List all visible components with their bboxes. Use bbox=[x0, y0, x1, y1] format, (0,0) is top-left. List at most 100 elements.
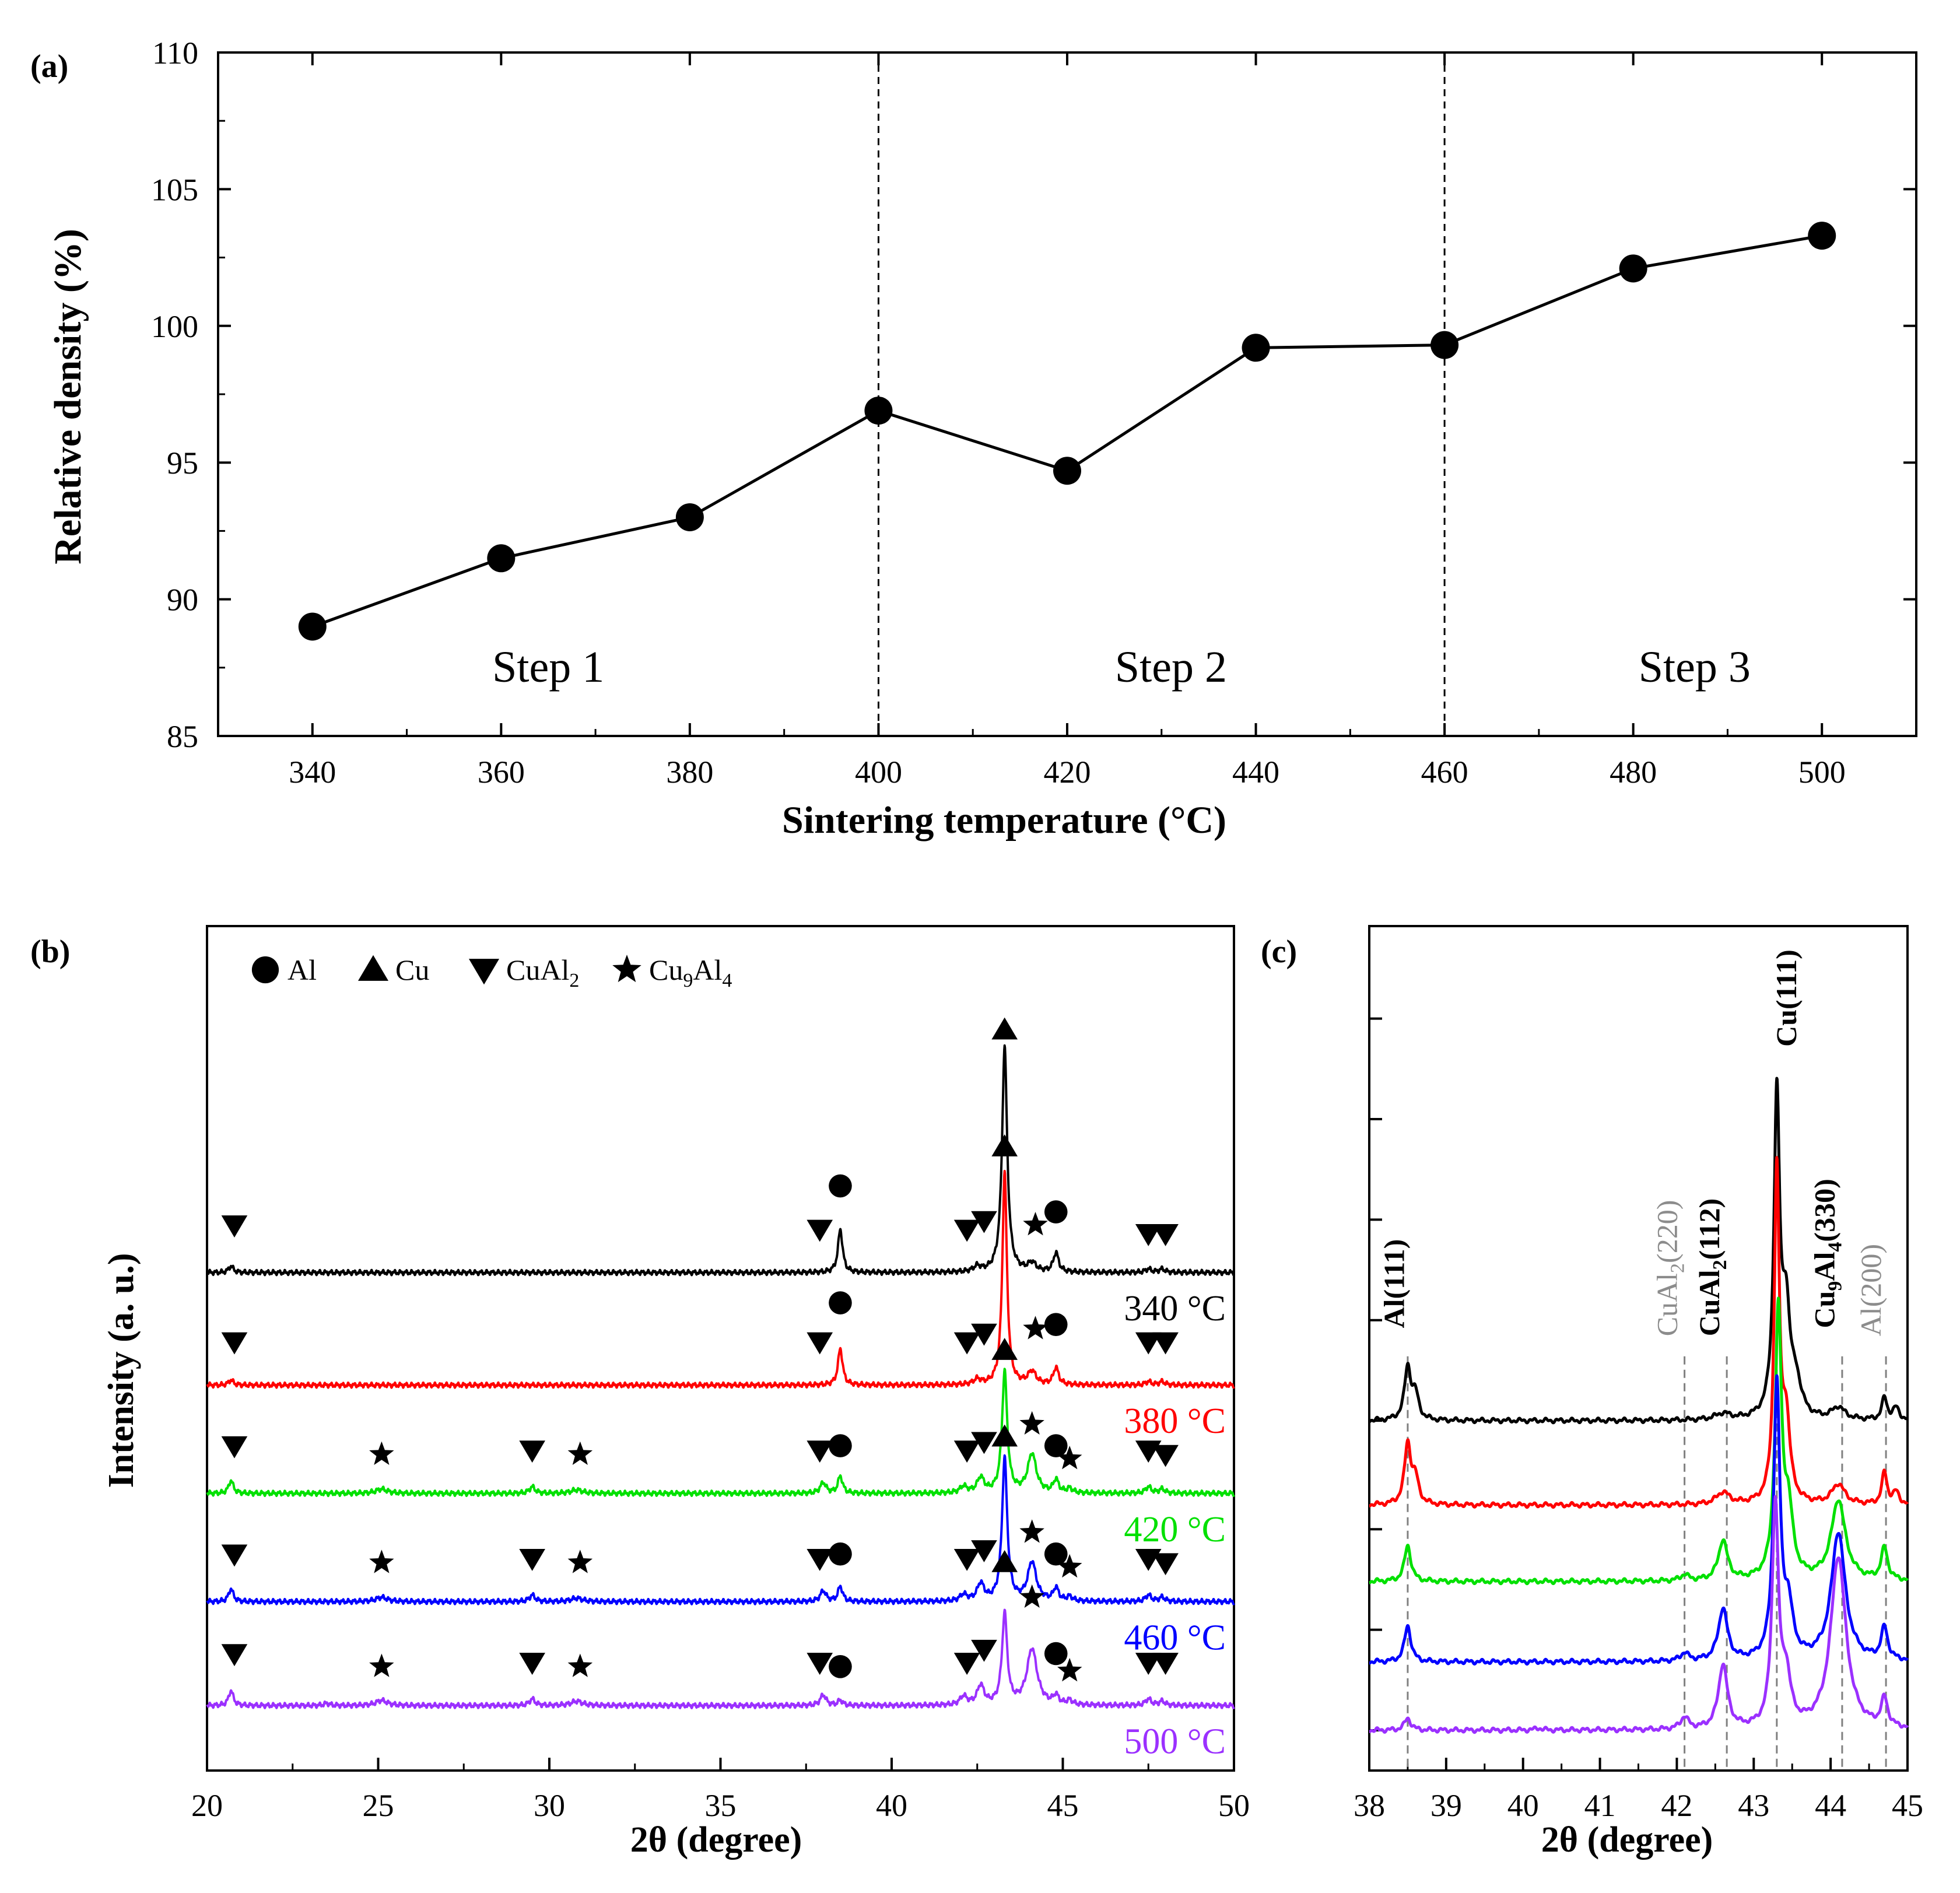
b-marker-3-11 bbox=[1057, 1554, 1082, 1578]
b-legend-label-2: CuAl2 bbox=[506, 953, 579, 991]
a-xtick-label-1: 360 bbox=[478, 755, 525, 790]
b-temp-label-2: 420 °C bbox=[1124, 1510, 1226, 1550]
a-point-480 bbox=[1619, 254, 1647, 283]
b-marker-2-1 bbox=[369, 1441, 394, 1465]
b-marker-4-11 bbox=[1057, 1657, 1082, 1682]
b-legend-text2-3: Al bbox=[693, 953, 722, 986]
a-xtick-label-4: 420 bbox=[1044, 755, 1091, 790]
a-step-label-1: Step 1 bbox=[492, 643, 604, 692]
a-plot-frame bbox=[217, 51, 1917, 737]
a-step-label-3: Step 3 bbox=[1639, 643, 1751, 692]
c-peak-tail-4: Al bbox=[1808, 1252, 1841, 1281]
c-peak-text-4: Cu bbox=[1808, 1291, 1841, 1328]
a-xtick-label-3: 400 bbox=[855, 755, 902, 790]
b-marker-4-4 bbox=[807, 1653, 833, 1675]
panel-label-b: (b) bbox=[30, 934, 70, 970]
b-marker-3-8 bbox=[991, 1424, 1018, 1447]
b-marker-4-3 bbox=[567, 1653, 593, 1677]
c-series-1 bbox=[1368, 1156, 1909, 1509]
a-xtick-label-6: 460 bbox=[1421, 755, 1468, 790]
b-marker-3-2 bbox=[519, 1548, 545, 1571]
b-marker-2-8 bbox=[991, 1338, 1018, 1360]
c-peak-tail-2: (112) bbox=[1693, 1198, 1726, 1260]
b-legend-text-0: Al bbox=[287, 953, 317, 986]
a-ytick-label-1: 90 bbox=[167, 583, 198, 618]
c-peak-tail2-4: (330) bbox=[1808, 1179, 1841, 1242]
a-xtick-label-5: 440 bbox=[1232, 755, 1279, 790]
b-legend-label-0: Al bbox=[287, 953, 317, 986]
b-marker-2-4 bbox=[807, 1440, 833, 1463]
b-legend-text-3: Cu bbox=[649, 953, 683, 986]
a-ylabel: Relative density (%) bbox=[47, 229, 89, 565]
b-marker-3-6 bbox=[953, 1548, 980, 1571]
a-point-340 bbox=[298, 612, 327, 641]
b-legend-marker-1 bbox=[357, 955, 389, 981]
b-legend-sub-3: 9 bbox=[683, 970, 693, 991]
c-xtick-label-3: 41 bbox=[1584, 1788, 1616, 1823]
b-xtick-label-3: 35 bbox=[705, 1788, 737, 1823]
b-marker-4-0 bbox=[221, 1644, 248, 1667]
b-marker-1-7 bbox=[1044, 1313, 1068, 1336]
c-xtick-label-1: 39 bbox=[1430, 1788, 1462, 1823]
b-legend-label-1: Cu bbox=[395, 953, 429, 986]
c-xlabel: 2θ (degree) bbox=[1541, 1820, 1713, 1860]
b-marker-2-6 bbox=[953, 1440, 980, 1463]
c-peak-sub-4: 9 bbox=[1825, 1281, 1846, 1291]
b-marker-0-1 bbox=[807, 1219, 833, 1242]
a-xlabel: Sintering temperature (°C) bbox=[782, 799, 1226, 842]
b-marker-2-3 bbox=[567, 1441, 593, 1465]
b-marker-1-1 bbox=[807, 1332, 833, 1355]
c-xtick-label-5: 43 bbox=[1738, 1788, 1769, 1823]
b-marker-4-7 bbox=[971, 1639, 997, 1662]
a-xtick-label-0: 340 bbox=[289, 755, 336, 790]
b-marker-2-5 bbox=[829, 1434, 852, 1457]
b-marker-2-11 bbox=[1057, 1446, 1082, 1470]
a-ytick-label-0: 85 bbox=[167, 719, 198, 754]
c-peak-label-1: CuAl2(220) bbox=[1650, 1200, 1688, 1337]
b-marker-3-0 bbox=[221, 1544, 248, 1567]
b-marker-4-10 bbox=[1044, 1642, 1068, 1666]
b-marker-4-13 bbox=[1152, 1653, 1179, 1675]
b-marker-3-3 bbox=[567, 1550, 593, 1573]
b-marker-2-9 bbox=[1019, 1411, 1044, 1435]
b-temp-label-4: 500 °C bbox=[1124, 1722, 1226, 1762]
b-legend-text-2: CuAl bbox=[506, 953, 569, 986]
c-xtick-label-2: 40 bbox=[1507, 1788, 1539, 1823]
b-xtick-label-2: 30 bbox=[534, 1788, 565, 1823]
b-marker-4-6 bbox=[953, 1653, 980, 1675]
b-xlabel: 2θ (degree) bbox=[630, 1820, 802, 1860]
c-peak-tail-1: (220) bbox=[1650, 1200, 1683, 1263]
b-marker-3-10 bbox=[1044, 1542, 1068, 1566]
b-legend-marker-0 bbox=[251, 956, 279, 984]
b-marker-1-4 bbox=[971, 1323, 997, 1346]
a-point-460 bbox=[1430, 331, 1459, 359]
b-marker-0-5 bbox=[991, 1017, 1018, 1040]
b-xtick-label-1: 25 bbox=[363, 1788, 394, 1823]
c-series-4 bbox=[1368, 1495, 1909, 1734]
c-xtick-label-0: 38 bbox=[1354, 1788, 1385, 1823]
b-series-420C bbox=[206, 1368, 1235, 1498]
b-marker-4-5 bbox=[829, 1654, 852, 1678]
b-marker-3-13 bbox=[1152, 1553, 1179, 1576]
b-series-460C bbox=[206, 1454, 1235, 1605]
b-plot-frame bbox=[206, 925, 1235, 1772]
b-series-500C bbox=[206, 1608, 1235, 1709]
b-marker-4-8 bbox=[991, 1550, 1018, 1572]
a-ytick-label-5: 110 bbox=[152, 36, 198, 71]
b-marker-4-1 bbox=[369, 1653, 394, 1677]
c-peak-label-3: Cu(111) bbox=[1770, 949, 1803, 1047]
b-legend-marker-2 bbox=[468, 959, 500, 985]
b-legend-text-1: Cu bbox=[395, 953, 429, 986]
a-density-line bbox=[311, 234, 1822, 628]
b-marker-2-13 bbox=[1152, 1445, 1179, 1467]
b-marker-3-9 bbox=[1019, 1519, 1044, 1543]
c-peak-text-1: CuAl bbox=[1650, 1273, 1683, 1336]
c-peak-sub2-4: 4 bbox=[1825, 1242, 1846, 1252]
c-peak-label-0: Al(111) bbox=[1377, 1239, 1410, 1328]
b-marker-4-9 bbox=[1019, 1584, 1044, 1608]
chart-a: 340 360 380 400 420 440 460 480 500 85 90 95 100 105 1… bbox=[151, 36, 1917, 790]
b-marker-3-7 bbox=[971, 1540, 997, 1562]
c-series-0 bbox=[1368, 1077, 1909, 1425]
a-ytick-label-3: 100 bbox=[151, 309, 198, 344]
